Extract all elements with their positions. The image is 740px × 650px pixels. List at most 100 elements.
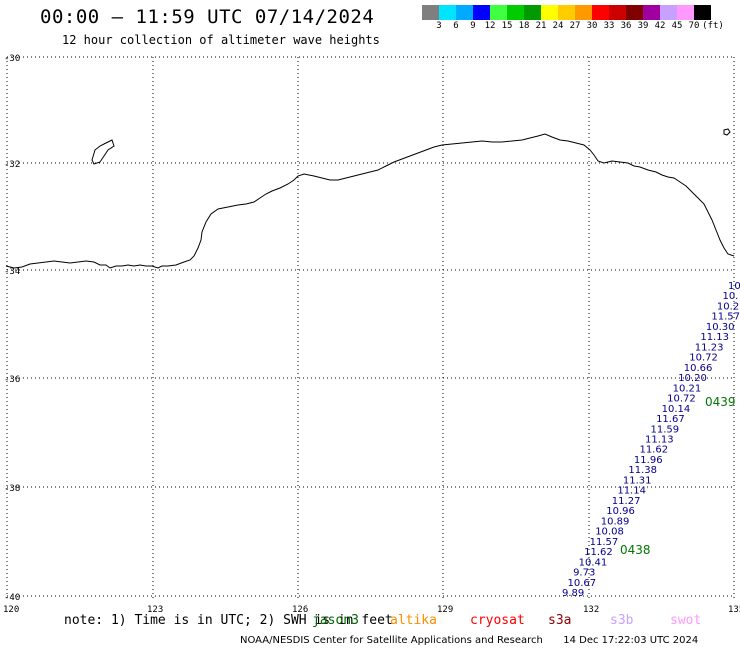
wave-height-value: 10.20 xyxy=(678,373,707,384)
colorbar-tick-label: 42 xyxy=(654,21,666,31)
wave-height-value: 10. xyxy=(722,291,738,302)
latitude-label: -38 xyxy=(4,484,20,494)
colorbar-tick-label: 21 xyxy=(535,21,547,31)
longitude-label: 132 xyxy=(583,605,599,615)
wave-height-value: 10.67 xyxy=(568,578,597,589)
wave-height-value: 10.72 xyxy=(689,353,718,364)
wave-height-value: 10.96 xyxy=(606,506,635,517)
track-measurements: 1010.10.211.5710.3011.1311.2310.7210.661… xyxy=(562,281,740,599)
wave-height-value: 10.14 xyxy=(662,404,691,415)
colorbar-tick-label: 18 xyxy=(518,21,530,31)
colorbar-swatch xyxy=(694,5,711,20)
wave-height-colorbar xyxy=(422,5,711,20)
wave-height-value: 9.73 xyxy=(573,568,595,579)
australia-coastline xyxy=(5,133,735,269)
longitude-label: 120 xyxy=(3,605,19,615)
wave-height-value: 11.27 xyxy=(612,496,641,507)
footer-timestamp: 14 Dec 17:22:03 UTC 2024 xyxy=(563,635,699,646)
colorbar-swatch xyxy=(677,5,694,20)
latitude-label: -32 xyxy=(4,160,20,170)
wave-height-value: 11.14 xyxy=(617,486,646,497)
wave-height-value: 10.08 xyxy=(595,527,624,538)
colorbar-tick-label: 36 xyxy=(620,21,632,31)
wave-height-value: 10.89 xyxy=(601,516,630,527)
footer-org: NOAA/NESDIS Center for Satellite Applica… xyxy=(240,635,543,646)
wave-height-value: 11.62 xyxy=(584,547,613,558)
wave-height-value: 11.23 xyxy=(695,342,724,353)
wave-height-value: 11.38 xyxy=(628,465,657,476)
wave-height-value: 10.72 xyxy=(667,394,696,405)
colorbar-swatch xyxy=(422,5,439,20)
colorbar-swatch xyxy=(473,5,490,20)
longitude-label: 135 xyxy=(728,605,740,615)
colorbar-tick-label: 30 xyxy=(586,21,598,31)
mission-label-swot: swot xyxy=(670,613,702,628)
colorbar-swatch xyxy=(524,5,541,20)
colorbar-tick-label: 27 xyxy=(569,21,581,31)
wave-height-value: 9.89 xyxy=(562,588,584,599)
wave-height-value: 11.57 xyxy=(711,312,740,323)
longitude-label: 129 xyxy=(437,605,453,615)
wave-height-value: 11.13 xyxy=(700,332,729,343)
longitude-label: 126 xyxy=(292,605,308,615)
mission-label-cryosat: cryosat xyxy=(470,613,525,628)
colorbar-tick-label: 15 xyxy=(501,21,513,31)
colorbar-tick-label: 24 xyxy=(552,21,564,31)
wave-height-value: 11.13 xyxy=(645,435,674,446)
wave-height-value: 10.2 xyxy=(717,301,739,312)
colorbar-tick-label: 39 xyxy=(637,21,649,31)
pass-time-label: 0439 xyxy=(705,395,736,409)
colorbar-swatch xyxy=(592,5,609,20)
wave-height-value: 10.30 xyxy=(706,322,735,333)
colorbar-swatch xyxy=(558,5,575,20)
map-gridlines: -30 -32 -34 -36 -38 -40 120 123 126 129 132 135 xyxy=(3,54,740,615)
mission-label-s3a: s3a xyxy=(548,613,572,628)
mission-label-s3b: s3b xyxy=(610,613,634,628)
colorbar-swatch xyxy=(643,5,660,20)
longitude-label: 123 xyxy=(147,605,163,615)
colorbar-tick-label: 70 xyxy=(688,21,700,31)
coastal-island xyxy=(91,139,115,165)
colorbar-tick-label: 6 xyxy=(453,21,459,31)
colorbar-tick-label: 45 xyxy=(671,21,683,31)
wave-height-value: 11.62 xyxy=(639,445,668,456)
wave-height-value: 10 xyxy=(728,281,740,292)
latitude-label: -34 xyxy=(4,267,20,277)
coastal-island xyxy=(723,128,731,136)
colorbar-swatch xyxy=(609,5,626,20)
wave-height-value: 10.66 xyxy=(684,363,713,374)
colorbar-swatch xyxy=(490,5,507,20)
colorbar-tick-label: 3 xyxy=(436,21,442,31)
latitude-label: -30 xyxy=(4,54,20,64)
wave-height-value: 11.59 xyxy=(651,424,680,435)
colorbar-swatch xyxy=(507,5,524,20)
wave-height-value: 10.21 xyxy=(673,383,702,394)
wave-height-value: 11.31 xyxy=(623,475,652,486)
pass-time-label: 0438 xyxy=(620,543,651,557)
colorbar-swatch xyxy=(660,5,677,20)
colorbar-swatch xyxy=(439,5,456,20)
note-text: note: 1) Time is in UTC; 2) SWH is in fe… xyxy=(64,613,393,628)
colorbar-tick-labels: 3 6 9 12 15 18 21 24 27 30 33 36 39 42 45 70 (ft) xyxy=(422,21,740,33)
wave-height-value: 11.67 xyxy=(656,414,685,425)
colorbar-tick-label: 9 xyxy=(470,21,476,31)
wave-height-value: 11.96 xyxy=(634,455,663,466)
mission-label-altika: altika xyxy=(390,613,437,628)
footer: NOAA/NESDIS Center for Satellite Applica… xyxy=(240,635,698,646)
colorbar-tick-label: (ft) xyxy=(702,21,724,31)
page-subtitle: 12 hour collection of altimeter wave hei… xyxy=(62,33,380,47)
latitude-label: -36 xyxy=(4,375,20,385)
colorbar-tick-label: 12 xyxy=(484,21,496,31)
colorbar-swatch xyxy=(626,5,643,20)
wave-height-value: 11.57 xyxy=(590,537,619,548)
mission-legend: jason3 altika cryosat s3a s3b swot xyxy=(0,613,740,629)
page-title: 00:00 – 11:59 UTC 07/14/2024 xyxy=(40,6,375,28)
colorbar-swatch xyxy=(456,5,473,20)
wave-height-value: 10.41 xyxy=(579,557,608,568)
colorbar-swatch xyxy=(575,5,592,20)
colorbar-swatch xyxy=(541,5,558,20)
colorbar-tick-label: 33 xyxy=(603,21,615,31)
mission-label-jason3: jason3 xyxy=(312,613,359,628)
latitude-label: -40 xyxy=(4,593,20,603)
